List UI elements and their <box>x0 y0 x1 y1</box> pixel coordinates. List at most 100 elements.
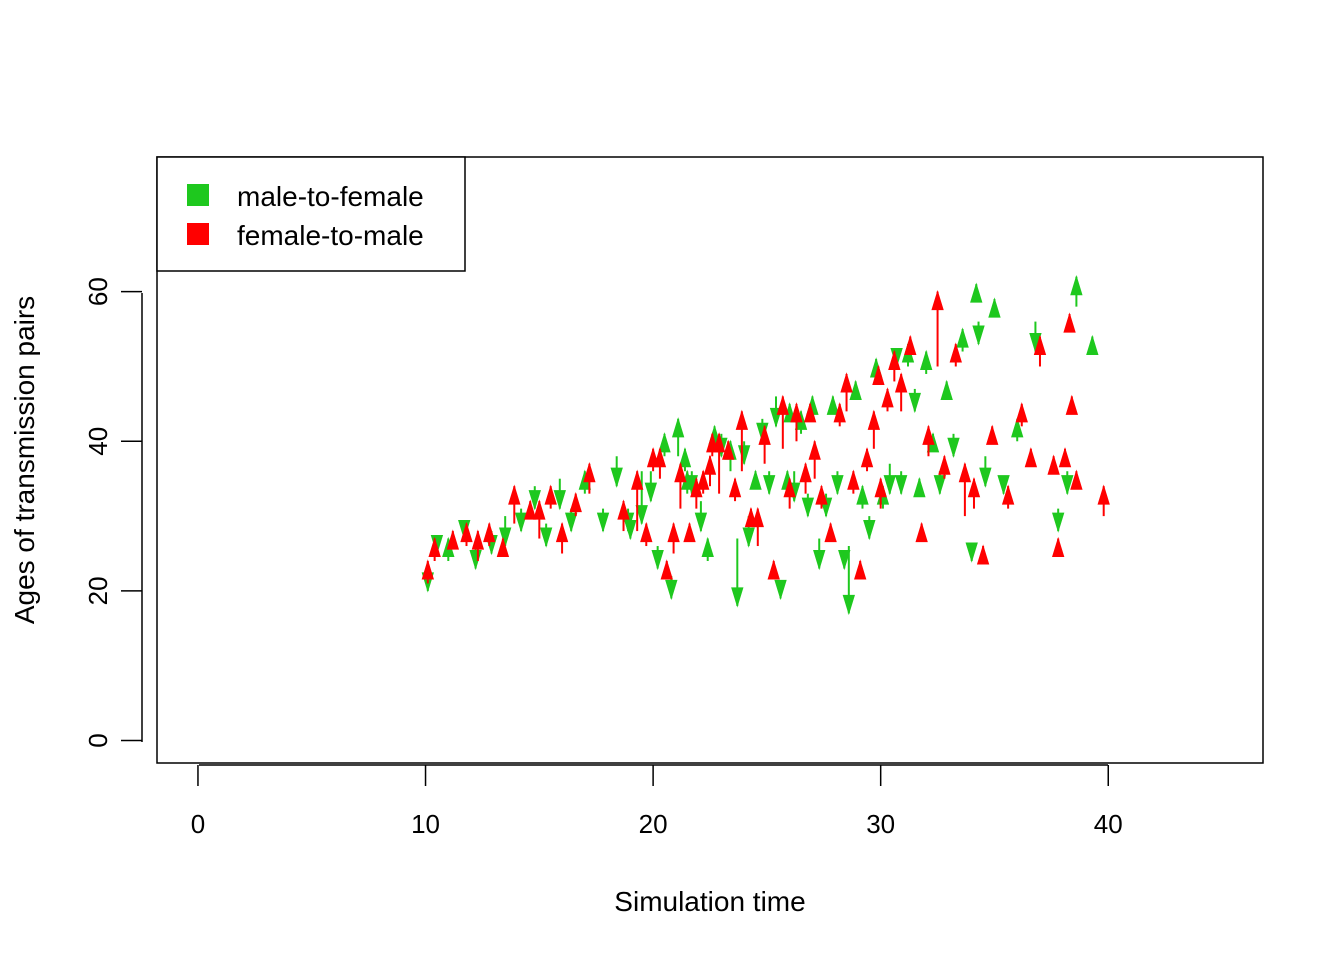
arrow-head <box>728 476 742 498</box>
transmission-arrow <box>1052 536 1065 558</box>
transmission-arrow <box>940 379 953 400</box>
transmission-arrow <box>703 454 717 487</box>
transmission-arrow <box>460 521 473 547</box>
arrow-head <box>553 490 566 511</box>
arrow-head <box>849 379 862 400</box>
arrow-head <box>860 447 874 468</box>
transmission-arrow <box>722 439 735 460</box>
transmission-arrow <box>631 469 644 532</box>
transmission-arrow <box>674 462 687 509</box>
arrow-head <box>801 497 815 518</box>
arrow-head <box>735 409 749 430</box>
arrow-head <box>428 536 441 558</box>
transmission-arrow <box>731 538 744 608</box>
transmission-arrow <box>790 402 803 442</box>
series-male-to-female <box>421 274 1099 616</box>
transmission-arrow <box>635 471 648 526</box>
arrow-head <box>533 499 546 520</box>
legend: male-to-female female-to-male <box>156 156 466 272</box>
arrow-head <box>1070 274 1083 296</box>
arrow-head <box>421 559 434 580</box>
transmission-arrow <box>967 476 981 509</box>
arrow-head <box>888 349 901 371</box>
transmission-arrow <box>671 417 685 457</box>
arrow-head <box>881 387 894 408</box>
transmission-arrow <box>471 529 485 561</box>
arrow-head <box>1065 394 1079 415</box>
arrow-head <box>671 417 685 438</box>
arrow-head <box>667 521 680 543</box>
arrow-head <box>508 484 521 505</box>
transmission-arrow <box>446 529 460 550</box>
transmission-arrow <box>860 447 874 472</box>
transmission-arrow <box>1015 402 1028 427</box>
transmission-arrow <box>569 491 582 517</box>
transmission-arrow <box>894 471 908 496</box>
transmission-arrow <box>849 379 862 400</box>
arrow-head <box>544 484 557 505</box>
x-axis: 0 10 20 30 40 <box>191 764 1123 839</box>
y-axis-label: Ages of transmission pairs <box>9 296 40 624</box>
transmission-arrow <box>617 499 630 532</box>
transmission-arrow <box>949 342 962 367</box>
arrow-head <box>499 527 512 548</box>
transmission-arrow <box>683 521 696 543</box>
transmission-arrow <box>908 388 921 414</box>
arrow-head <box>610 467 623 488</box>
transmission-arrow <box>658 432 671 457</box>
arrow-head <box>874 476 887 498</box>
transmission-arrow <box>915 521 928 543</box>
arrow-head <box>758 424 771 445</box>
arrow-head <box>696 469 710 490</box>
arrow-head <box>1070 469 1083 490</box>
transmission-arrow <box>1058 447 1072 468</box>
arrow-head <box>646 447 660 468</box>
transmission-arrow <box>888 349 901 382</box>
transmission-arrow <box>553 478 566 511</box>
transmission-arrow <box>872 364 885 385</box>
arrow-head <box>683 521 696 543</box>
transmission-arrow <box>539 523 553 548</box>
arrow-head <box>967 476 981 498</box>
arrow-head <box>915 521 928 543</box>
transmission-arrow <box>1097 484 1110 517</box>
arrow-head <box>799 462 812 483</box>
transmission-arrow <box>831 471 844 496</box>
transmission-arrow <box>1070 274 1083 307</box>
arrow-head <box>813 549 826 571</box>
transmission-arrow <box>758 424 771 464</box>
arrow-head <box>808 439 821 460</box>
arrow-head <box>635 505 648 526</box>
arrow-head <box>737 445 751 466</box>
transmission-arrow <box>524 499 537 520</box>
marks-layer <box>421 274 1110 616</box>
transmission-arrow <box>728 476 742 502</box>
arrow-head <box>640 521 653 543</box>
transmission-arrow <box>986 424 999 445</box>
transmission-arrow <box>1061 471 1074 496</box>
transmission-arrow <box>833 402 846 427</box>
transmission-arrow <box>913 476 926 498</box>
arrow-head <box>496 536 510 558</box>
transmission-arrow <box>922 424 935 457</box>
arrow-head <box>790 402 803 423</box>
transmission-arrow <box>815 484 828 509</box>
legend-swatch-female-to-male <box>187 223 209 245</box>
transmission-arrow <box>610 456 623 488</box>
arrow-head <box>749 469 762 490</box>
arrow-head <box>803 402 817 423</box>
arrow-head <box>894 475 908 496</box>
transmission-arrow <box>483 521 496 547</box>
arrow-head <box>826 394 840 415</box>
transmission-arrow <box>749 469 762 490</box>
arrow-head <box>1058 447 1072 468</box>
legend-swatch-male-to-female <box>187 184 209 206</box>
legend-box <box>156 156 466 272</box>
transmission-arrow <box>840 372 853 412</box>
arrow-head <box>617 499 630 520</box>
arrow-head <box>660 559 673 580</box>
arrow-head <box>976 544 990 565</box>
transmission-arrow <box>514 508 528 533</box>
transmission-arrow <box>799 462 812 494</box>
transmission-arrow <box>938 454 951 479</box>
